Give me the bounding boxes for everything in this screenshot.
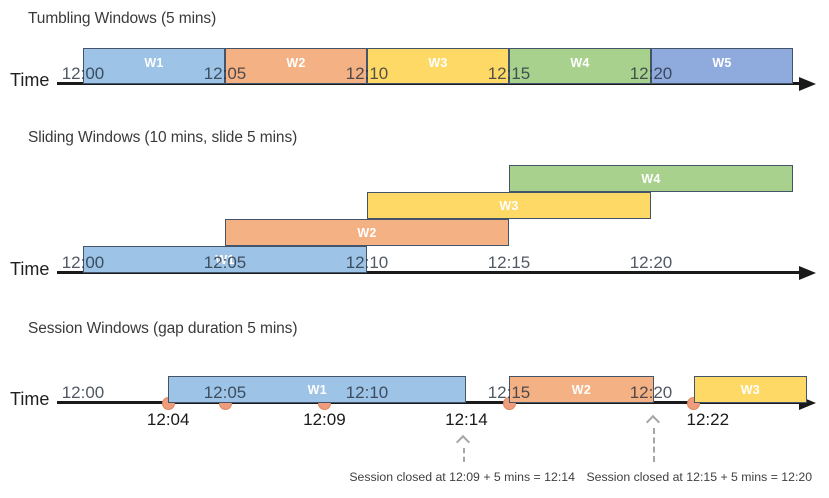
tick-label: 12:10 — [345, 383, 389, 402]
up-arrow-icon — [455, 434, 470, 450]
window-bar-w3: W3 — [367, 48, 509, 84]
tick-label: 12:20 — [629, 64, 673, 83]
time-axis-line — [57, 271, 800, 274]
window-label: W2 — [357, 225, 377, 240]
up-arrow-dashed-line — [652, 428, 655, 462]
window-bar-w2: W2 — [509, 376, 654, 403]
window-label: W1 — [215, 252, 235, 267]
tick-label: 12:20 — [629, 253, 673, 272]
window-label: W5 — [712, 56, 732, 70]
window-bar-w1: W1 — [83, 246, 367, 273]
session-closed-annotation: Session closed at 12:09 + 5 mins = 12:14 — [349, 470, 575, 484]
up-arrow-icon — [645, 414, 660, 430]
window-label: W1 — [307, 382, 327, 397]
tick-label: 12:00 — [61, 64, 105, 83]
time-axis-label: Time — [10, 70, 50, 90]
tick-label: 12:10 — [345, 64, 389, 83]
tick-label: 12:20 — [629, 383, 673, 402]
time-axis-arrowhead-icon — [799, 77, 816, 91]
window-bar-w2: W2 — [225, 219, 509, 246]
event-time-label: 12:14 — [445, 410, 488, 429]
tick-label: 12:15 — [487, 64, 531, 83]
window-bar-w1: W1 — [168, 376, 467, 403]
tick-label: 12:05 — [203, 253, 247, 272]
window-label: W4 — [641, 171, 661, 186]
window-label: W1 — [144, 56, 164, 70]
tick-label: 12:05 — [203, 383, 247, 402]
time-axis-label: Time — [10, 389, 50, 409]
tick-label: 12:15 — [487, 383, 531, 402]
window-label: W3 — [740, 382, 761, 397]
tumbling-section-title: Tumbling Windows (5 mins) — [28, 10, 217, 27]
window-label: W2 — [286, 56, 306, 70]
window-bar-w1: W1 — [83, 48, 225, 84]
window-label: W2 — [571, 382, 592, 397]
sliding-section-title: Sliding Windows (10 mins, slide 5 mins) — [28, 129, 298, 146]
window-bar-w5: W5 — [651, 48, 793, 84]
up-arrow-dashed-line — [462, 448, 465, 462]
event-time-label: 12:22 — [686, 410, 730, 429]
time-axis-label: Time — [10, 259, 50, 279]
window-bar-w3: W3 — [693, 376, 808, 403]
session-section-title: Session Windows (gap duration 5 mins) — [28, 320, 298, 337]
tick-label: 12:10 — [345, 253, 389, 272]
window-label: W3 — [499, 198, 519, 213]
tick-label: 12:15 — [487, 253, 531, 272]
tick-label: 12:00 — [61, 383, 105, 402]
window-bar-w4: W4 — [509, 48, 651, 84]
event-time-label: 12:09 — [303, 410, 346, 429]
window-label: W4 — [570, 56, 590, 70]
window-bar-w3: W3 — [367, 192, 651, 219]
window-label: W3 — [428, 56, 448, 70]
window-bar-w4: W4 — [509, 165, 793, 192]
tick-label: 12:05 — [203, 64, 247, 83]
event-time-label: 12:04 — [146, 410, 190, 429]
window-bar-w2: W2 — [225, 48, 367, 84]
tick-label: 12:00 — [61, 253, 105, 272]
time-axis-arrowhead-icon — [799, 266, 816, 280]
session-closed-annotation: Session closed at 12:15 + 5 mins = 12:20 — [586, 470, 813, 484]
